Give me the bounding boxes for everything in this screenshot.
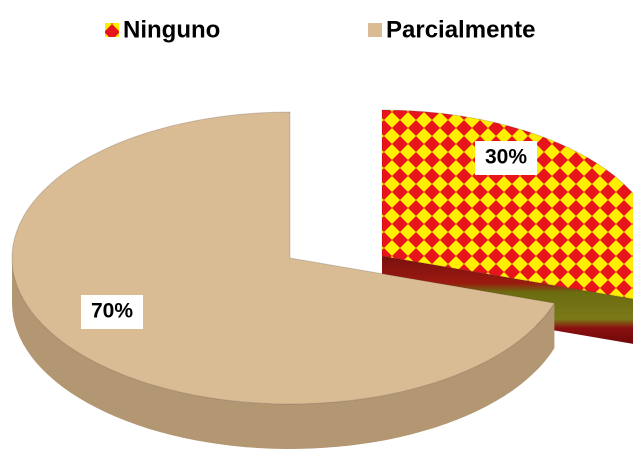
slice xyxy=(11,111,556,405)
legend-swatch xyxy=(105,23,119,37)
label-box xyxy=(81,295,143,329)
slice-side xyxy=(12,258,555,449)
legend-swatch xyxy=(368,23,382,37)
legend: Ninguno Parcialmente xyxy=(105,16,535,43)
legend-label: Parcialmente xyxy=(386,16,535,43)
slice xyxy=(381,109,633,300)
pie: 30% 70% xyxy=(11,109,633,449)
legend-label: Ninguno xyxy=(123,16,220,43)
data-label: 30% xyxy=(485,146,527,169)
label-box xyxy=(475,141,537,175)
data-label: 70% xyxy=(91,300,133,323)
